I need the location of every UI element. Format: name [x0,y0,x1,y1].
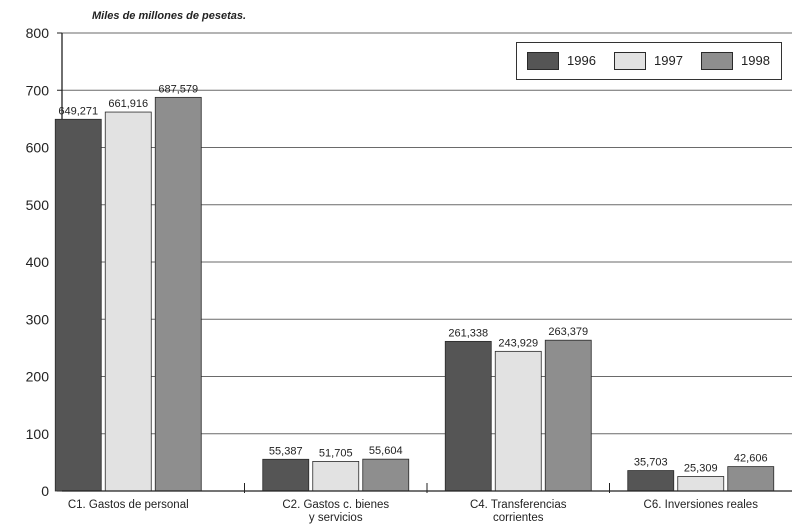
legend-swatch-1996 [527,52,559,70]
data-label-1997-1: 51,705 [319,447,353,459]
legend-item-1996: 1996 [527,52,607,70]
x-category-label-3: C6. Inversiones reales [644,499,759,511]
y-tick-label-500: 500 [26,197,50,213]
legend: 1996 1997 1998 [516,42,782,80]
bar-1998-2 [544,339,592,492]
bar-1996-0 [54,118,102,492]
legend-label-1996: 1996 [567,53,596,68]
bar-1996-1 [262,458,310,492]
x-category-label-0: C1. Gastos de personal [68,499,189,511]
data-label-1998-3: 42,606 [734,453,768,465]
x-category-label-1: C2. Gastos c. bienes y servicios [282,499,389,524]
bar-1997-3 [677,476,725,492]
bar-1998-3 [727,466,775,492]
bar-1996-2 [444,340,492,492]
y-tick-label-100: 100 [26,426,50,442]
bar-1998-1 [362,458,410,492]
legend-label-1997: 1997 [654,53,683,68]
y-tick-label-200: 200 [26,369,50,385]
bar-1996-3 [627,470,675,492]
y-tick-label-700: 700 [26,82,50,98]
y-tick-label-0: 0 [41,483,49,499]
legend-swatch-1998 [701,52,733,70]
unit-label: Miles de millones de pesetas. [92,10,247,22]
data-labels: 649,271 661,916 687,579 55,387 51,705 55,604 2… [58,83,767,474]
data-label-1996-0: 649,271 [58,105,98,117]
data-label-1996-1: 55,387 [269,445,303,457]
y-axis: 0 100 200 300 400 500 600 700 800 [26,25,63,499]
y-tick-label-300: 300 [26,311,50,327]
x-axis: C1. Gastos de personal C2. Gastos c. bien… [62,483,792,524]
y-tick-label-400: 400 [26,254,50,270]
bar-1997-0 [104,111,152,492]
x-category-label-2: C4. Transferencias corrientes [470,499,567,524]
bar-1997-1 [312,460,360,492]
legend-label-1998: 1998 [741,53,770,68]
data-label-1997-0: 661,916 [108,98,148,110]
data-label-1997-3: 25,309 [684,463,718,475]
y-tick-label-800: 800 [26,25,50,41]
bar-1998-0 [154,96,202,492]
data-label-1996-3: 35,703 [634,457,668,469]
data-label-1997-2: 243,929 [498,337,538,349]
data-label-1998-1: 55,604 [369,445,403,457]
legend-item-1997: 1997 [614,52,694,70]
data-label-1998-2: 263,379 [548,326,588,338]
data-label-1996-2: 261,338 [448,327,488,339]
legend-swatch-1997 [614,52,646,70]
bars [54,96,775,492]
y-tick-label-600: 600 [26,140,50,156]
legend-item-1998: 1998 [701,52,781,70]
bar-1997-2 [494,350,542,492]
data-label-1998-0: 687,579 [158,83,198,95]
